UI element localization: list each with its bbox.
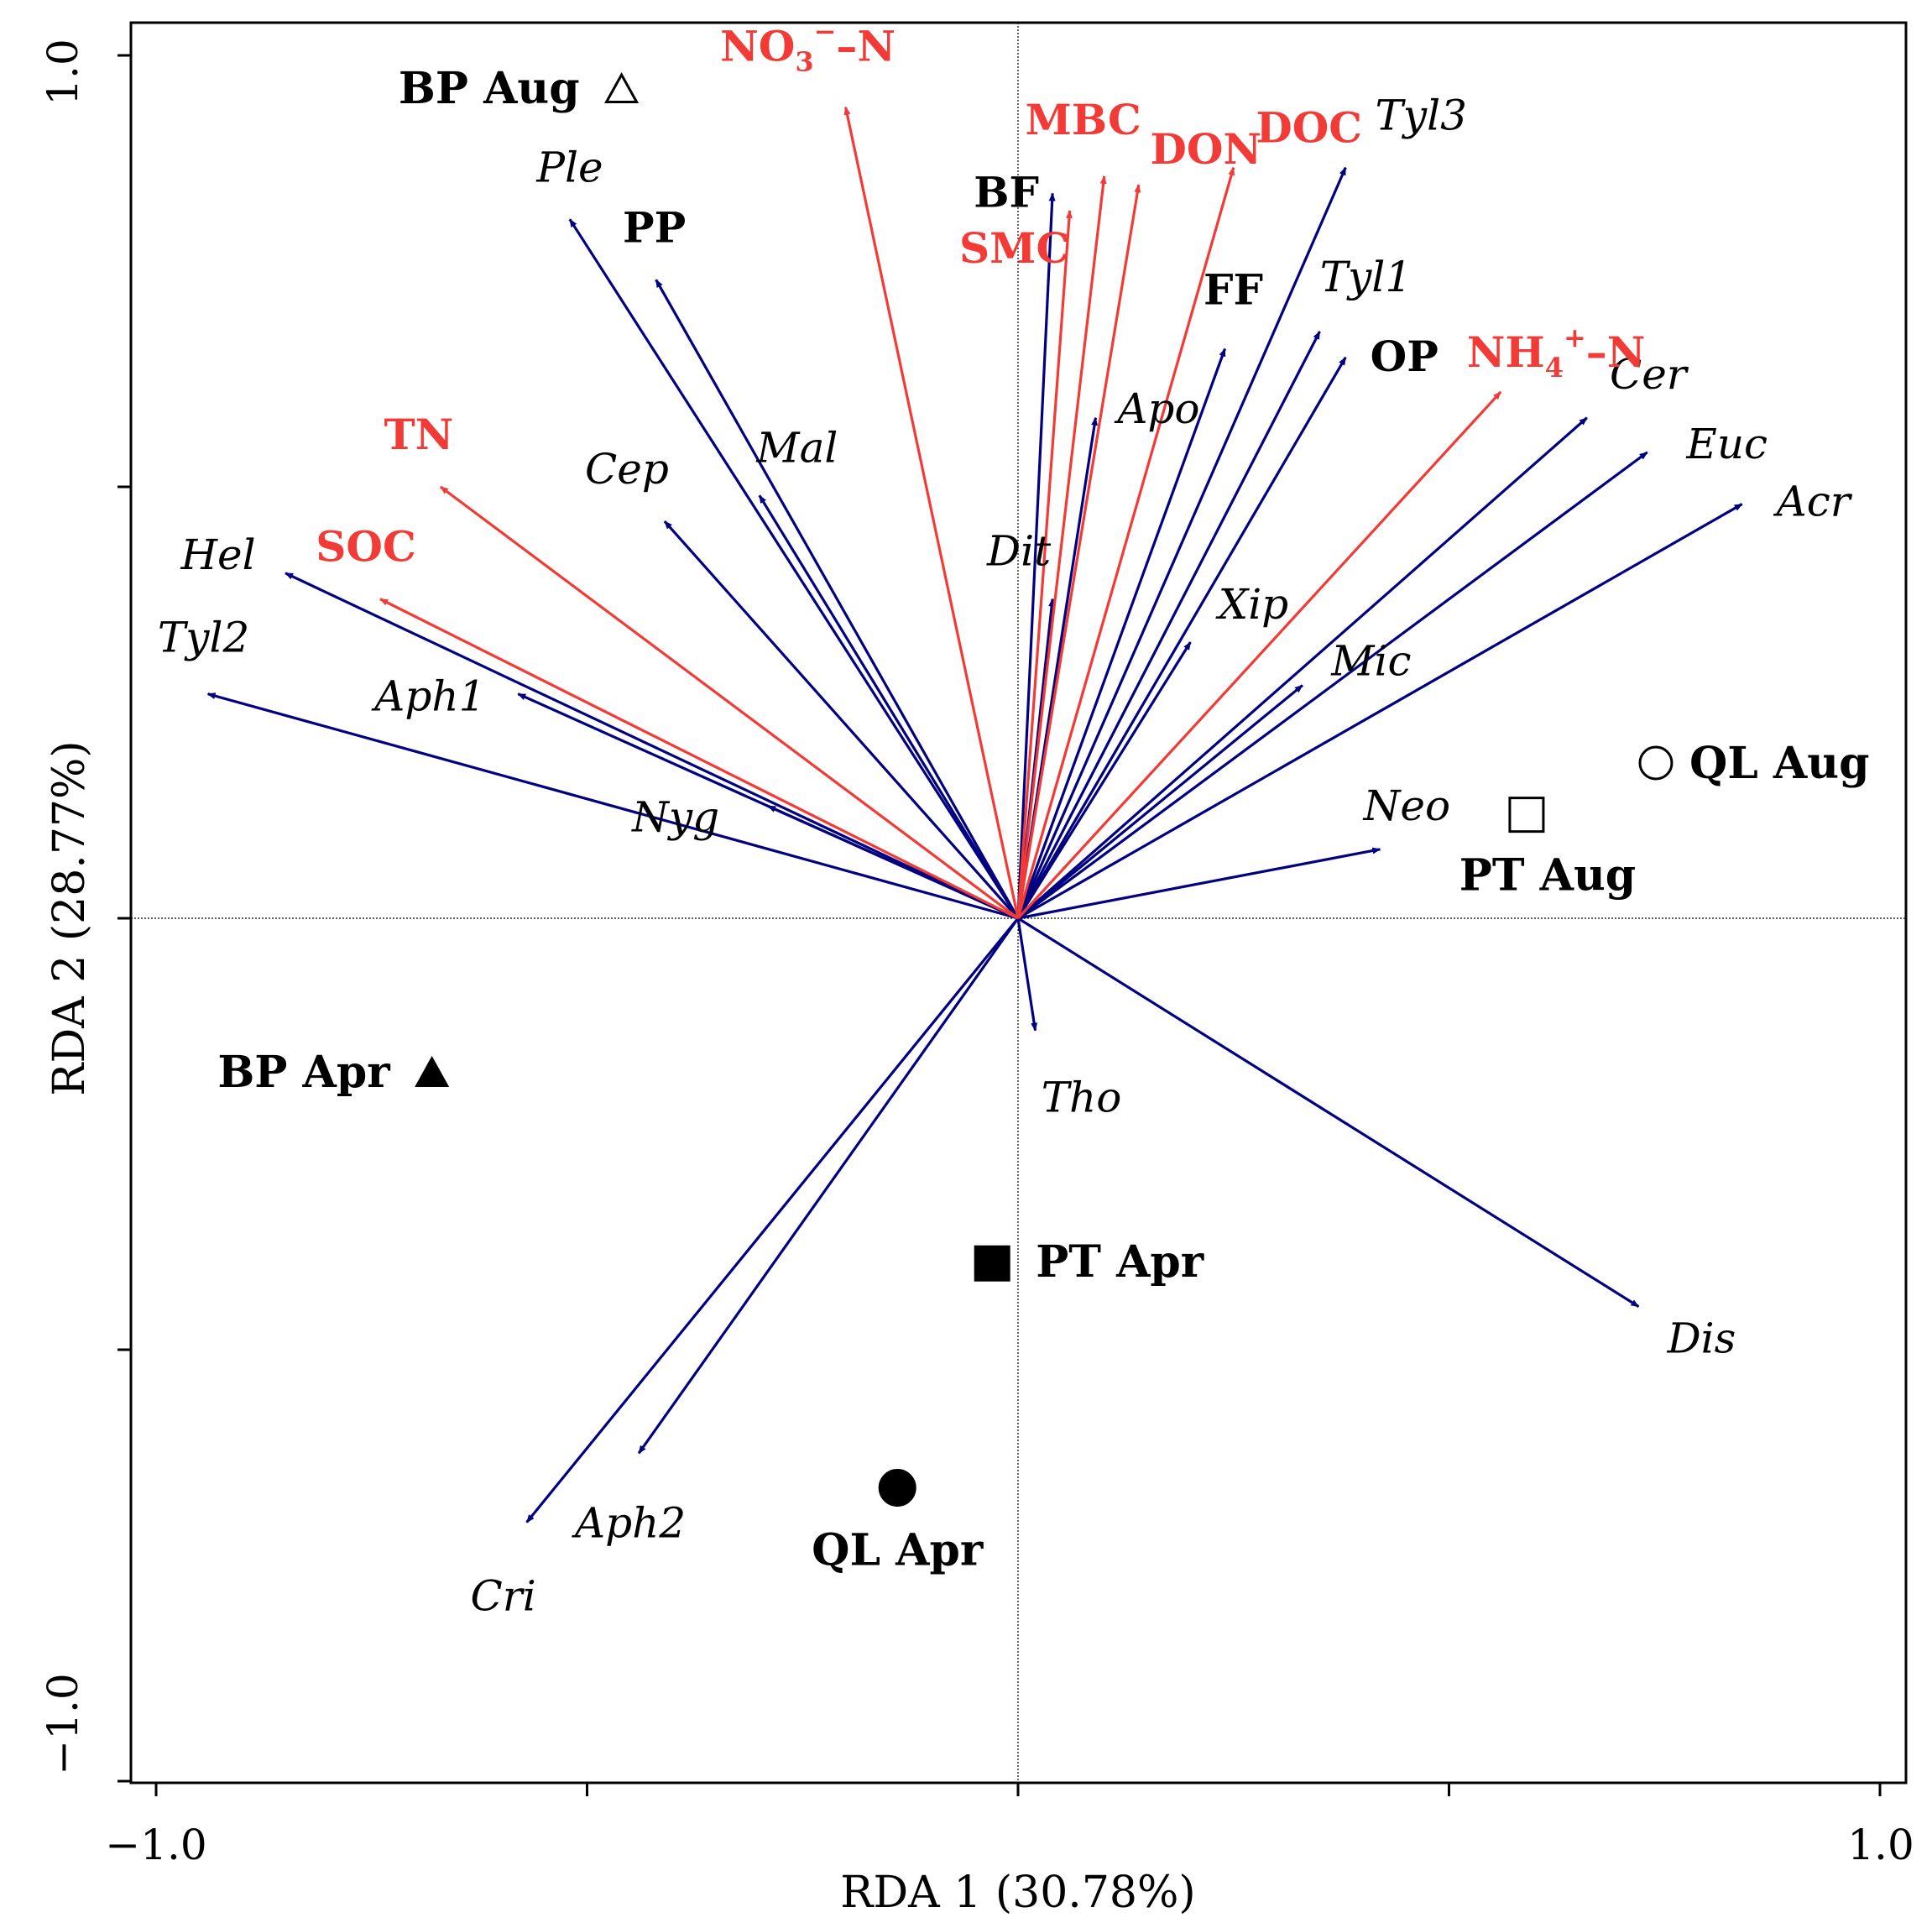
- x-tick-label-min: −1.0: [105, 1821, 206, 1869]
- chemical-arrow-no: [843, 106, 1020, 919]
- y-tick-label-min: −1.0: [39, 1673, 87, 1774]
- species-arrow-hel: [285, 572, 1019, 920]
- species-arrow-euc: [1017, 451, 1648, 920]
- x-axis-title: RDA 1 (30.78%): [840, 1868, 1195, 1918]
- env-label-op: OP: [1371, 332, 1439, 381]
- species-label-tho: Tho: [1042, 1074, 1122, 1122]
- species-label-tyl1: Tyl1: [1320, 253, 1412, 301]
- species-label-dit: Dit: [986, 527, 1052, 576]
- x-tick-label-max: 1.0: [1847, 1821, 1914, 1869]
- species-label-hel: Hel: [180, 530, 255, 579]
- species-label-cri: Cri: [471, 1572, 536, 1621]
- species-arrow-acr: [1017, 503, 1743, 920]
- env-arrow-pp: [655, 279, 1020, 919]
- chemical-label-sub: 3: [795, 46, 813, 78]
- species-label-tyl3: Tyl3: [1376, 91, 1467, 140]
- species-arrow-tyl2: [206, 692, 1019, 920]
- chemical-label-no: NO3−–N: [720, 16, 896, 78]
- species-label-nyg: Nyg: [631, 792, 719, 841]
- species-label-aph2: Aph2: [572, 1498, 686, 1547]
- chemical-label-sub: 4: [1545, 352, 1564, 384]
- species-arrow-mic: [1016, 684, 1303, 920]
- environment-arrows: [379, 106, 1502, 920]
- chemical-arrow-doc: [1016, 166, 1235, 919]
- species-arrow-tho: [1016, 917, 1038, 1032]
- species-label-euc: Euc: [1685, 420, 1768, 468]
- species-label-mic: Mic: [1330, 636, 1411, 685]
- chemical-arrow-don: [1016, 184, 1141, 919]
- species-arrow-mal: [758, 494, 1020, 919]
- species-arrow-ple: [568, 218, 1020, 919]
- site-label-ql-apr: QL Apr: [812, 1524, 984, 1576]
- species-arrow-nyg: [767, 804, 1019, 920]
- species-arrow-xip: [1016, 641, 1192, 919]
- chemical-label-tn: TN: [384, 410, 453, 459]
- species-arrow-cri: [525, 917, 1020, 1523]
- site-marker-pt-apr: [974, 1245, 1010, 1282]
- site-marker-ql-apr: [878, 1468, 916, 1507]
- species-label-apo: Apo: [1114, 384, 1199, 433]
- env-arrow-ff: [1016, 347, 1226, 919]
- species-label-tyl2: Tyl2: [158, 614, 249, 662]
- site-marker-ql-aug: [1638, 745, 1674, 781]
- species-arrow-dis: [1017, 917, 1640, 1308]
- site-markers: [415, 72, 1674, 1507]
- env-label-bf: BF: [974, 167, 1039, 217]
- chemical-label-don: DON: [1150, 124, 1261, 174]
- axis-ticks: [117, 54, 1882, 1796]
- env-label-ff: FF: [1204, 265, 1263, 315]
- species-label-aph1: Aph1: [371, 672, 485, 721]
- species-label-xip: Xip: [1215, 580, 1289, 629]
- chemical-label-sup: −: [814, 16, 837, 48]
- chemical-arrow-tn: [439, 485, 1019, 920]
- species-label-mal: Mal: [755, 423, 838, 472]
- biplot-labels: Ple Mal Cep Hel Tyl2 Aph1 Nyg Tyl3 Tyl1 Apo Dit Xip…: [158, 16, 1870, 1621]
- chemical-label-smc: SMC: [959, 223, 1069, 273]
- species-label-neo: Neo: [1363, 781, 1450, 830]
- y-tick-label-max: 1.0: [39, 39, 87, 106]
- chemical-label-doc: DOC: [1256, 103, 1362, 153]
- site-label-pt-aug: PT Aug: [1459, 850, 1636, 901]
- chemical-label-main: NO: [720, 22, 795, 71]
- species-arrow-cer: [1016, 416, 1588, 920]
- site-marker-pt-aug: [1508, 797, 1545, 833]
- species-label-ple: Ple: [535, 143, 603, 191]
- species-label-cep: Cep: [585, 445, 669, 494]
- env-arrow-bf: [1016, 192, 1056, 919]
- chemical-label-tail: –N: [1586, 327, 1646, 377]
- chemical-label-main: NH: [1467, 327, 1545, 377]
- chemical-arrow-mbc: [1016, 175, 1107, 919]
- chemical-arrow-nh: [1016, 390, 1502, 920]
- env-arrow-op: [1016, 356, 1347, 919]
- site-label-bp-apr: BP Apr: [217, 1047, 390, 1098]
- chemical-label-soc: SOC: [316, 522, 415, 572]
- species-arrow-tyl3: [1016, 166, 1347, 919]
- chemical-arrow-soc: [379, 598, 1019, 920]
- site-label-bp-aug: BP Aug: [399, 63, 580, 114]
- chemical-label-tail: –N: [836, 22, 896, 71]
- site-marker-bp-apr: [415, 1055, 450, 1087]
- chemical-label-sup: +: [1564, 321, 1586, 353]
- chemical-label-mbc: MBC: [1026, 95, 1141, 144]
- chemical-label-nh: NH4+–N: [1467, 321, 1646, 384]
- chemical-arrow-smc: [1016, 210, 1073, 919]
- species-arrow-cep: [663, 520, 1020, 920]
- site-label-pt-apr: PT Apr: [1036, 1236, 1204, 1288]
- site-label-ql-aug: QL Aug: [1689, 738, 1869, 789]
- species-arrow-neo: [1017, 847, 1381, 920]
- env-label-pp: PP: [623, 202, 686, 252]
- site-marker-bp-aug: [604, 72, 640, 104]
- y-axis-title: RDA 2 (28.77%): [44, 740, 95, 1095]
- species-label-dis: Dis: [1667, 1314, 1736, 1363]
- species-arrow-aph2: [637, 917, 1020, 1455]
- species-label-cer: Cer: [1610, 350, 1689, 399]
- species-arrow-tyl1: [1016, 331, 1321, 919]
- species-label-acr: Acr: [1773, 478, 1853, 526]
